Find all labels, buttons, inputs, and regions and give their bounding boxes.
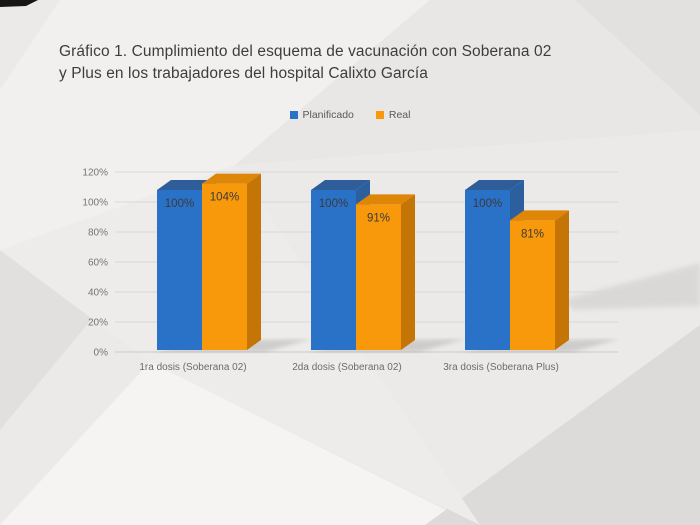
x-axis-category-label: 2da dosis (Soberana 02) bbox=[292, 362, 402, 373]
y-axis-tick-label: 0% bbox=[94, 348, 109, 359]
bar-front-planificado bbox=[311, 190, 356, 350]
y-axis-tick-label: 20% bbox=[88, 318, 108, 329]
bar-front-planificado bbox=[157, 190, 202, 350]
data-label-planificado: 100% bbox=[165, 198, 194, 210]
legend-swatch-icon bbox=[289, 111, 298, 119]
data-label-real: 104% bbox=[210, 192, 239, 204]
legend-item[interactable]: Planificado bbox=[289, 109, 354, 121]
data-label-planificado: 100% bbox=[473, 198, 502, 210]
legend-item[interactable]: Real bbox=[375, 109, 411, 121]
data-label-real: 81% bbox=[521, 228, 544, 240]
bar-top-planificado bbox=[465, 180, 524, 190]
legend-label: Real bbox=[388, 109, 411, 121]
bar-top-planificado bbox=[311, 180, 370, 190]
legend-swatch-icon bbox=[375, 111, 384, 119]
y-axis-tick-label: 60% bbox=[88, 258, 108, 269]
bar-top-real bbox=[356, 194, 415, 205]
y-axis-tick-label: 120% bbox=[82, 168, 108, 179]
bar-front-real bbox=[202, 183, 247, 350]
chart-title: Gráfico 1. Cumplimiento del esquema de v… bbox=[59, 43, 552, 82]
bar-top-real bbox=[510, 210, 569, 221]
bar-front-real bbox=[510, 220, 555, 350]
bar-side-real bbox=[401, 194, 415, 350]
x-axis-category-label: 3ra dosis (Soberana Plus) bbox=[443, 362, 559, 373]
chart-legend: Planificado Real bbox=[0, 109, 700, 121]
x-axis-category-label: 1ra dosis (Soberana 02) bbox=[139, 362, 246, 373]
y-axis-tick-label: 40% bbox=[88, 288, 108, 299]
data-label-real: 91% bbox=[367, 212, 390, 224]
bar-side-real bbox=[555, 210, 569, 350]
legend-label: Planificado bbox=[302, 109, 354, 121]
y-axis-tick-label: 100% bbox=[82, 198, 108, 209]
bar-side-real bbox=[247, 173, 261, 350]
bar-top-planificado bbox=[157, 180, 216, 190]
data-label-planificado: 100% bbox=[319, 198, 348, 210]
bar-front-planificado bbox=[465, 190, 510, 350]
bar-front-real bbox=[356, 204, 401, 350]
bar-top-real bbox=[202, 173, 261, 184]
y-axis-tick-label: 80% bbox=[88, 228, 108, 239]
